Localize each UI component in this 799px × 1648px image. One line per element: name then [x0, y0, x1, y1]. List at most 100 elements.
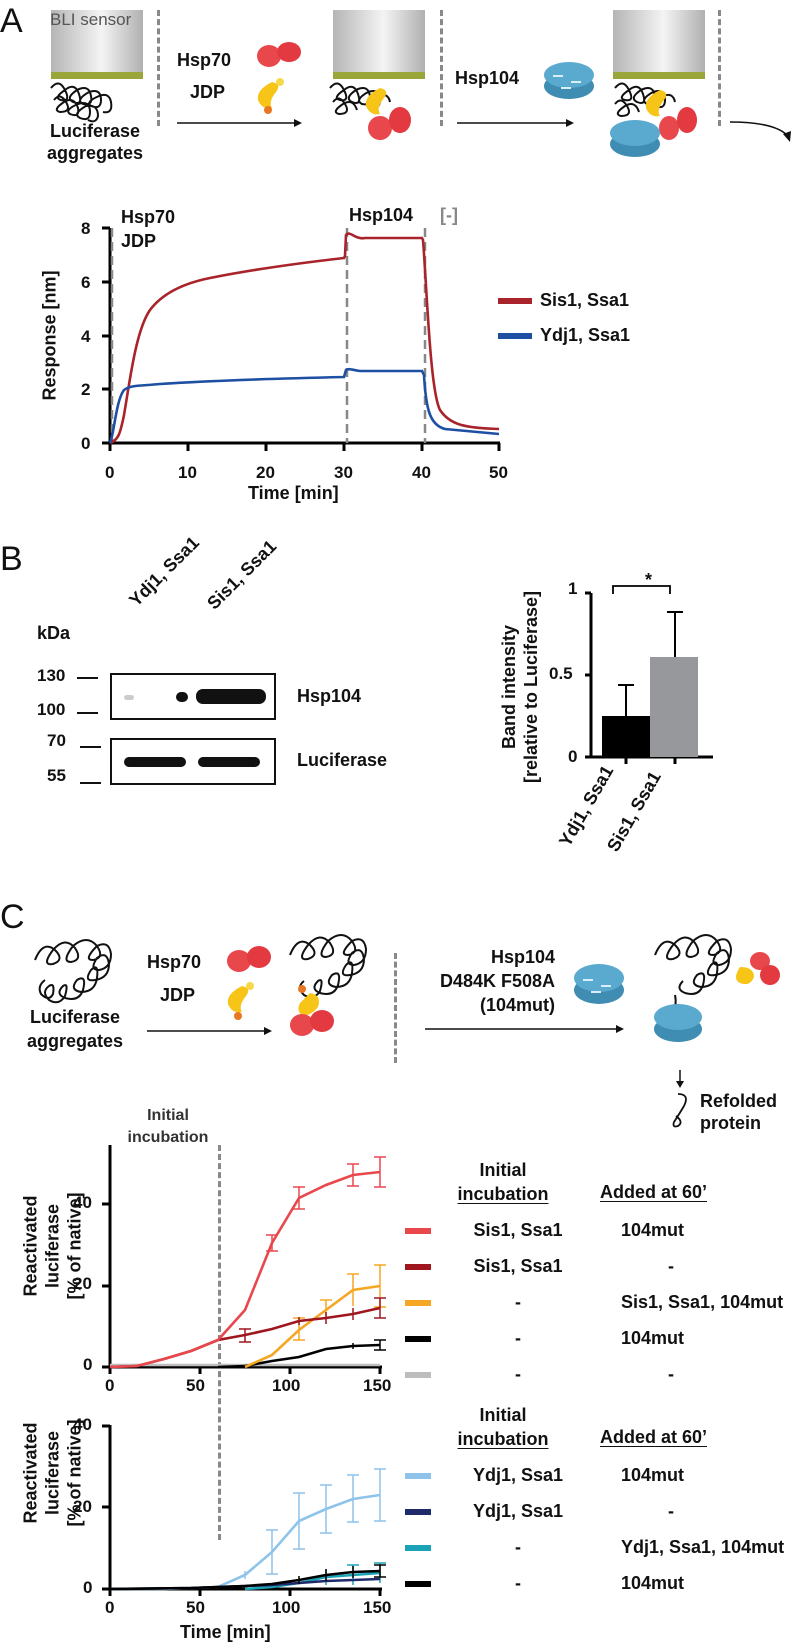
- lane-label: Sis1, Ssa1: [203, 536, 281, 614]
- aggregate-coil-icon: [50, 82, 113, 123]
- legend-added: -: [668, 1501, 674, 1521]
- phase3-label: [-]: [440, 205, 458, 225]
- aggregate-with-chaperones-icon: [289, 934, 368, 1036]
- refolded-protein-icon: [672, 1093, 687, 1128]
- band-label: Luciferase: [297, 750, 388, 770]
- aggregate-with-hsp104-icon: [654, 934, 780, 1042]
- significance-star: *: [645, 570, 653, 590]
- arrow-icon: [147, 1027, 272, 1035]
- y-tick: 0: [81, 434, 91, 453]
- y-axis-label-line2: [relative to Luciferase]: [521, 590, 541, 784]
- x-tick: 0: [105, 1376, 115, 1395]
- phase1-label-line1: Hsp70: [121, 207, 176, 227]
- hsp70-label: Hsp70: [147, 952, 202, 972]
- hsp104-mut-label-line1: Hsp104: [490, 947, 555, 967]
- y-tick: 40: [73, 1415, 92, 1434]
- legend-added: 104mut: [621, 1573, 685, 1593]
- aggregates-label: Luciferase aggregates: [15, 1005, 135, 1053]
- legend-initial: Ydj1, Ssa1: [472, 1465, 564, 1485]
- aggregate-with-hsp104-icon: [610, 82, 697, 157]
- legend-initial: Ydj1, Ssa1: [472, 1501, 564, 1521]
- legend-added: -: [668, 1256, 674, 1276]
- legend-initial: -: [515, 1292, 521, 1312]
- panel-a-letter: A: [0, 2, 23, 40]
- y-tick: 6: [81, 273, 91, 292]
- legend-label: Ydj1, Ssa1: [540, 325, 631, 345]
- legend-initial: -: [515, 1537, 521, 1557]
- y-tick: 1: [568, 579, 578, 598]
- header-line2: incubation: [457, 1429, 549, 1449]
- y-axis-label: Band intensity [relative to Luciferase]: [498, 587, 542, 787]
- legend-swatch: [405, 1472, 431, 1479]
- marker-55: 55: [47, 766, 66, 785]
- curved-arrow-icon: [729, 121, 791, 142]
- x-tick: 150: [363, 1598, 392, 1617]
- panel-b-letter: B: [0, 540, 23, 578]
- legend-header-added: Added at 60’: [600, 1427, 708, 1447]
- aggregates-label-line2: aggregates: [26, 1031, 124, 1051]
- legend-added: 104mut: [621, 1328, 685, 1348]
- separator-dashed: [157, 10, 160, 126]
- hsp104-hexamer-icon: [574, 964, 624, 1004]
- header-line1: Initial: [479, 1160, 527, 1180]
- legend-swatch: [405, 1580, 431, 1587]
- x-tick: 100: [272, 1598, 301, 1617]
- legend-swatch: [405, 1544, 431, 1551]
- x-tick: 50: [186, 1376, 205, 1395]
- marker-tick: [77, 712, 98, 714]
- y-axis-label: Reactivated luciferase [% of native]: [20, 1381, 86, 1566]
- hsp70-label: Hsp70: [177, 50, 232, 70]
- phase1-label: Hsp70 JDP: [121, 205, 175, 253]
- x-tick: 50: [186, 1598, 205, 1617]
- x-tick: 10: [178, 463, 197, 482]
- lane-label: Ydj1, Ssa1: [125, 532, 203, 611]
- marker-70: 70: [47, 731, 66, 750]
- x-tick: 20: [256, 463, 275, 482]
- legend-item: Ydj1, Ssa1 104mut: [405, 1465, 799, 1486]
- marker-130: 130: [37, 666, 66, 685]
- x-tick: 0: [105, 463, 115, 482]
- legend-item: Sis1, Ssa1 104mut: [405, 1220, 799, 1241]
- legend-initial: -: [515, 1573, 521, 1593]
- arrow-icon: [457, 119, 574, 127]
- legend-swatch: [405, 1335, 431, 1342]
- refolded-protein-label: Refolded protein: [700, 1090, 777, 1134]
- y-tick: 0.5: [549, 664, 573, 683]
- bli-sensor-icon: [51, 10, 143, 74]
- header-line2: incubation: [457, 1184, 549, 1204]
- header-line1: Initial: [479, 1405, 527, 1425]
- jdp-label: JDP: [190, 82, 226, 102]
- y-axis-label-line2: [% of native]: [64, 1419, 85, 1527]
- band-label: Hsp104: [297, 686, 362, 706]
- refolded-protein-label-line2: protein: [700, 1113, 761, 1133]
- legend-item: Ydj1, Ssa1: [498, 325, 630, 346]
- marker-tick: [80, 782, 101, 784]
- y-tick: 0: [83, 1578, 93, 1597]
- phase1-label-line2: JDP: [121, 231, 157, 251]
- kda-label: kDa: [37, 623, 71, 643]
- y-tick: 20: [73, 1497, 92, 1516]
- down-arrow-icon: [676, 1070, 684, 1088]
- separator-dashed: [440, 10, 443, 126]
- legend-item: - 104mut: [405, 1328, 799, 1349]
- legend-initial: Sis1, Ssa1: [473, 1220, 563, 1240]
- legend-initial: -: [515, 1364, 521, 1384]
- arrow-icon: [425, 1025, 624, 1033]
- legend-header-added: Added at 60’: [600, 1182, 708, 1202]
- x-tick: 50: [489, 463, 508, 482]
- panel-c-letter: C: [0, 898, 25, 936]
- hsp70-protein-icon: [257, 42, 301, 67]
- hsp70-protein-icon: [227, 946, 271, 972]
- y-tick: 2: [81, 380, 91, 399]
- legend-initial: -: [515, 1328, 521, 1348]
- y-tick: 20: [73, 1274, 92, 1293]
- jdp-protein-icon: [227, 982, 254, 1020]
- hsp104-mut-label-line2: D484K F508A: [439, 971, 555, 991]
- x-tick: 100: [272, 1376, 301, 1395]
- legend-header-initial: Initial incubation: [443, 1158, 563, 1206]
- x-tick: 40: [412, 463, 431, 482]
- separator-dashed: [718, 10, 721, 126]
- hsp104-blot-strip: [110, 673, 276, 720]
- phase2-label: Hsp104: [349, 205, 414, 225]
- y-tick: 0: [83, 1355, 93, 1374]
